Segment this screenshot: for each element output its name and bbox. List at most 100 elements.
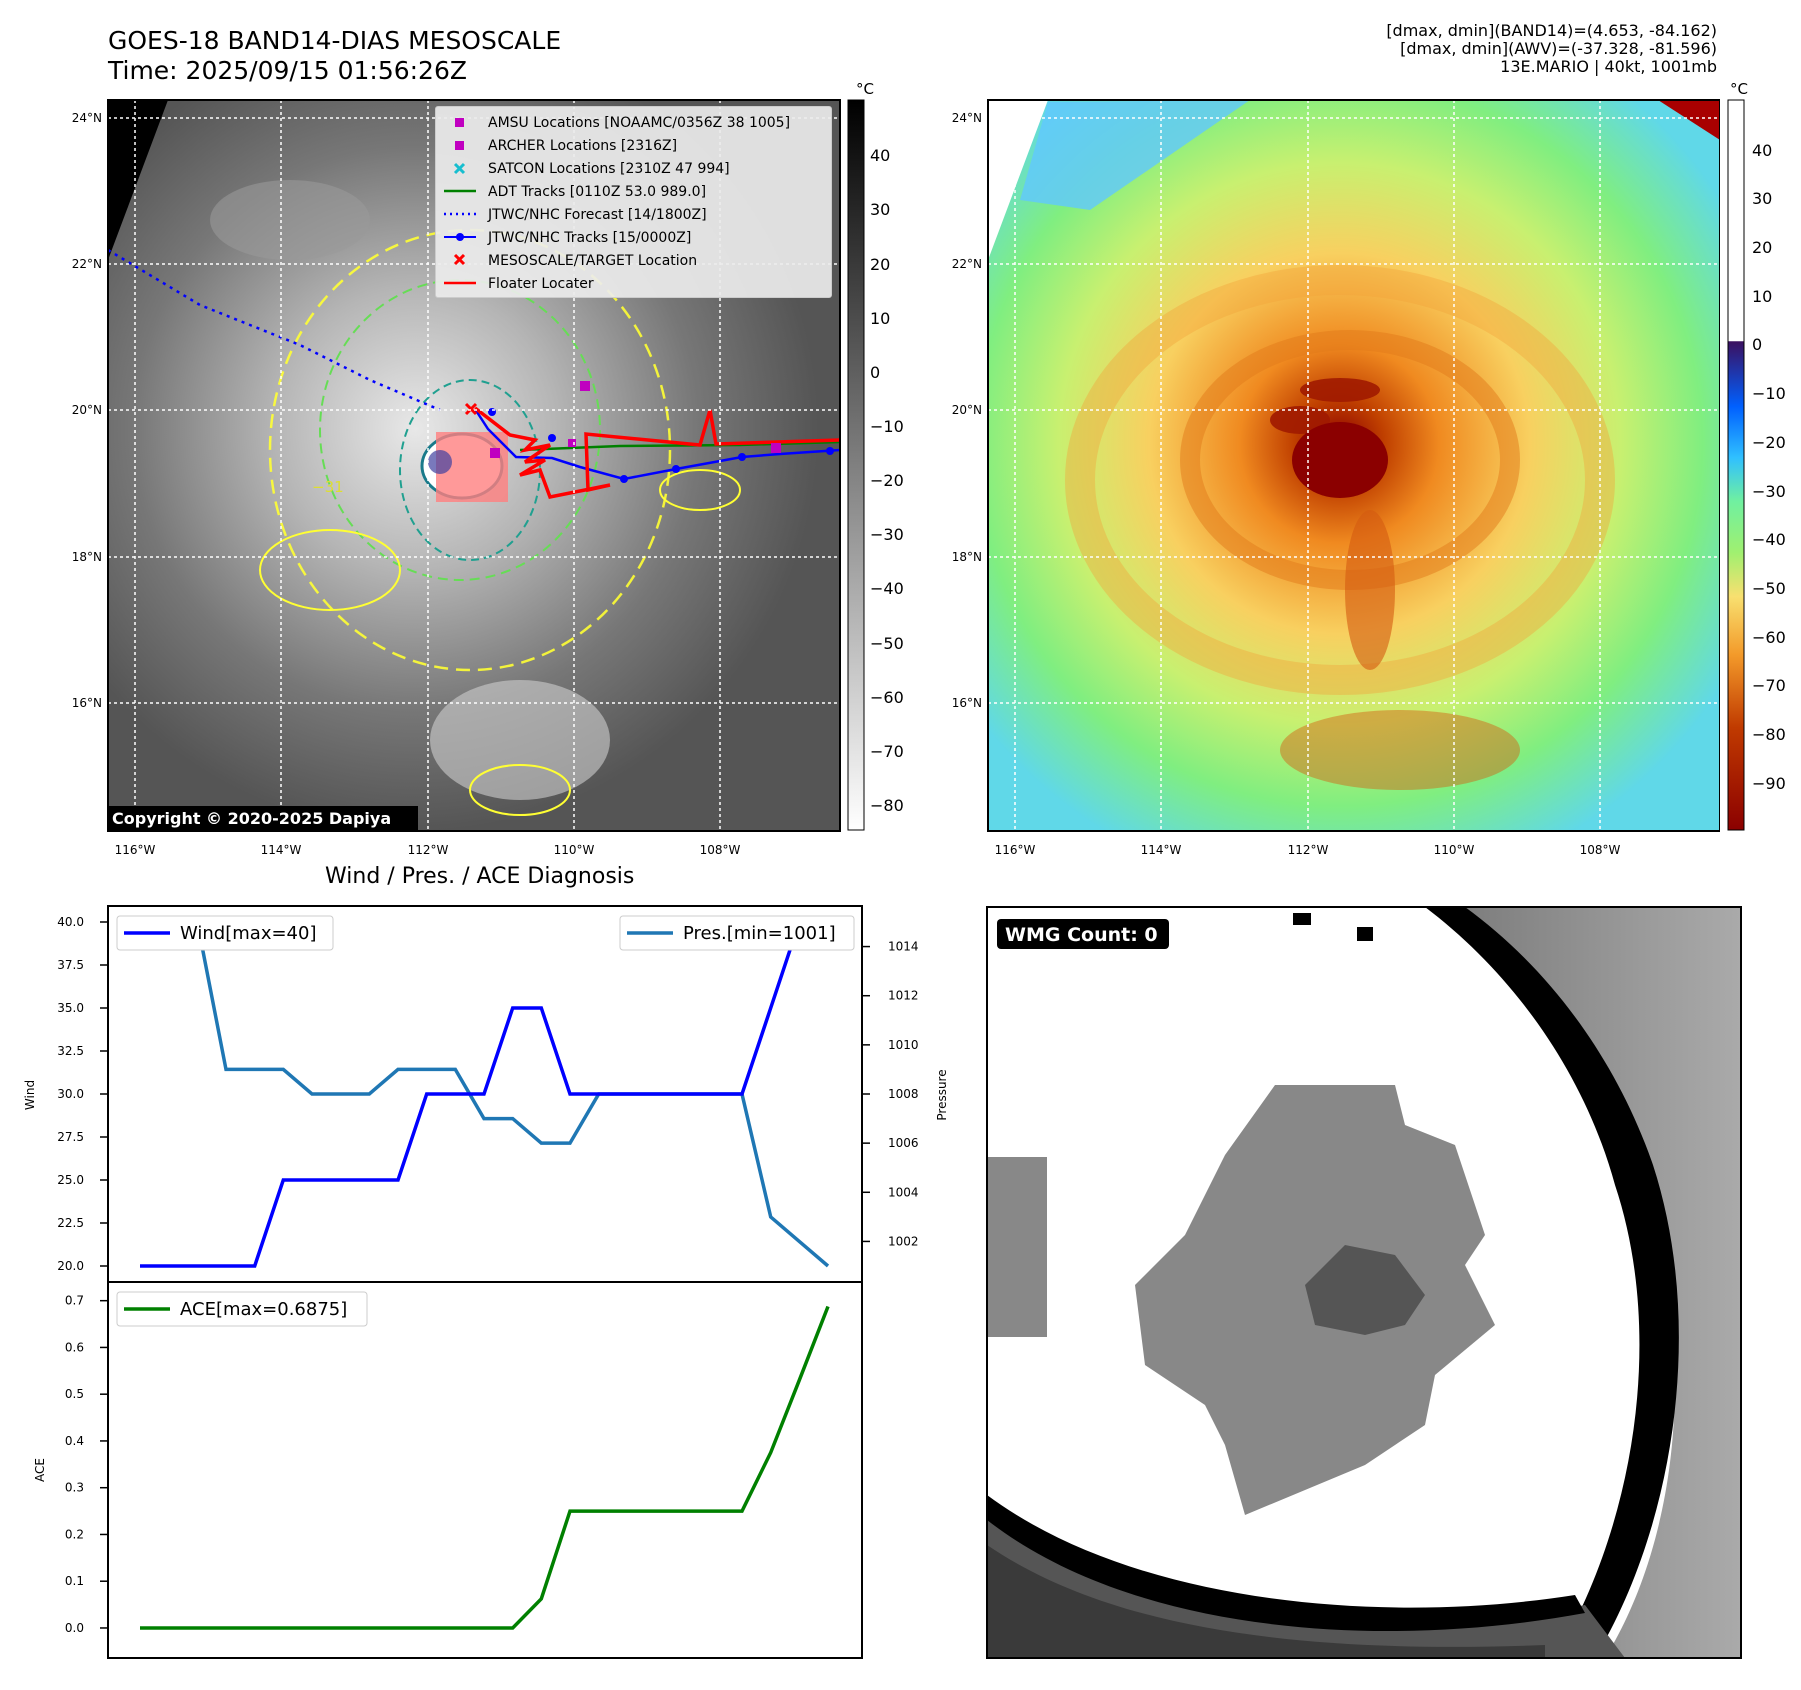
- pressure-tick-label: 1012: [888, 989, 919, 1003]
- legend-label: ARCHER Locations [2316Z]: [488, 138, 677, 154]
- colorbar-tick: −50: [870, 634, 904, 653]
- contour-label: −31: [312, 478, 344, 496]
- colorbar-tick: −10: [870, 417, 904, 436]
- lat-label: 24°N: [72, 111, 102, 125]
- copyright-box: [108, 806, 418, 830]
- wmg-frame: [986, 906, 1742, 1659]
- color-map-frame: [987, 99, 1720, 832]
- title-line-2: Time: 2025/09/15 01:56:26Z: [108, 56, 467, 85]
- wind-legend-label: Wind[max=40]: [180, 923, 317, 944]
- colorbar-tick: −60: [1752, 628, 1786, 647]
- legend-label: JTWC/NHC Tracks [15/0000Z]: [487, 230, 691, 246]
- colorbar-tick: −10: [1752, 384, 1786, 403]
- lon-label: 108°W: [700, 843, 741, 857]
- colorbar-tick: 40: [1752, 141, 1772, 160]
- legend-label: MESOSCALE/TARGET Location: [488, 253, 697, 269]
- colorbar-tick: 40: [870, 146, 890, 165]
- colorbar-tick: 30: [870, 200, 890, 219]
- wind-tick-label: 40.0: [57, 915, 84, 929]
- pressure-tick-label: 1014: [888, 940, 919, 954]
- gray-colorbar-bar: [847, 99, 865, 831]
- colorbar-tick: −50: [1752, 579, 1786, 598]
- info-line-3: 13E.MARIO | 40kt, 1001mb: [1500, 57, 1717, 76]
- colorbar-tick: −20: [870, 471, 904, 490]
- ace-tick-label: 0.7: [65, 1294, 84, 1308]
- wind-axis-label: Wind: [23, 1080, 37, 1110]
- wmg-panel: WMG Count: 0: [986, 906, 1742, 1659]
- pressure-tick-label: 1006: [888, 1136, 919, 1150]
- lat-label: 20°N: [952, 403, 982, 417]
- ace-tick-label: 0.0: [65, 1621, 84, 1635]
- wind-tick-label: 37.5: [57, 958, 84, 972]
- ace-series-line: [140, 1305, 830, 1630]
- wind-tick-label: 25.0: [57, 1173, 84, 1187]
- title-line-1: GOES-18 BAND14-DIAS MESOSCALE: [108, 26, 562, 55]
- diagnosis-chart: Wind Pressure ACE 40.0 37.5 35.0 32.5 30.0 27…: [23, 905, 949, 1659]
- colorbar-tick: 20: [1752, 238, 1772, 257]
- ace-legend-label: ACE[max=0.6875]: [180, 1299, 347, 1320]
- colorbar-tick: 20: [870, 255, 890, 274]
- color-colorbar: °C 40 30 20 10 0 −10 −20 −30 −40 −50 −60…: [1727, 80, 1786, 831]
- colorbar-tick: −60: [870, 688, 904, 707]
- lon-label: 116°W: [995, 843, 1036, 857]
- wind-tick-label: 20.0: [57, 1259, 84, 1273]
- colorbar-tick: −80: [870, 796, 904, 815]
- colorbar-tick: −70: [1752, 676, 1786, 695]
- adt-track: [519, 440, 840, 452]
- diagnosis-title: Wind / Pres. / ACE Diagnosis: [325, 864, 635, 889]
- amsu-marker: [455, 118, 464, 127]
- wind-tick-label: 35.0: [57, 1001, 84, 1015]
- storm-core: [1292, 422, 1388, 498]
- pressure-axis-label: Pressure: [935, 1069, 949, 1120]
- wmg-core-region: [1305, 1245, 1425, 1335]
- ace-tick-label: 0.3: [65, 1481, 84, 1495]
- lon-label: 110°W: [1434, 843, 1475, 857]
- satcon-marker: [453, 162, 466, 175]
- wind-tick-label: 22.5: [57, 1216, 84, 1230]
- floater-locater-track: [473, 406, 840, 500]
- ace-tick-label: 0.2: [65, 1527, 84, 1541]
- ace-tick-label: 0.6: [65, 1340, 84, 1354]
- lat-label: 24°N: [952, 111, 982, 125]
- storm-info: [dmax, dmin](BAND14)=(4.653, -84.162) [d…: [1386, 22, 1717, 76]
- wmg-count-box: [997, 919, 1169, 949]
- color-map-panel: 24°N 22°N 20°N 18°N 16°N 116°W 114°W 112…: [952, 99, 1720, 857]
- ace-legend: [116, 1291, 368, 1327]
- best-track: [473, 408, 840, 481]
- colorbar-tick: −40: [870, 579, 904, 598]
- ir-map-frame: [107, 99, 841, 832]
- pressure-legend-label: Pres.[min=1001]: [683, 923, 836, 944]
- lat-label: 22°N: [952, 257, 982, 271]
- pressure-tick-label: 1002: [888, 1234, 919, 1248]
- map-legend: AMSU Locations [NOAAMC/0356Z 38 1005] AR…: [435, 106, 832, 298]
- wind-tick-label: 30.0: [57, 1087, 84, 1101]
- wind-tick-label: 32.5: [57, 1044, 84, 1058]
- color-colorbar-bar: [1727, 99, 1745, 831]
- info-line-1: [dmax, dmin](BAND14)=(4.653, -84.162): [1386, 21, 1717, 40]
- ace-tick-label: 0.5: [65, 1387, 84, 1401]
- colorbar-tick: 0: [1752, 335, 1762, 354]
- colorbar-tick: −30: [870, 525, 904, 544]
- lat-label: 18°N: [72, 550, 102, 564]
- target-marker: [453, 253, 466, 266]
- wind-tick-label: 27.5: [57, 1130, 84, 1144]
- colorbar-tick: −40: [1752, 530, 1786, 549]
- wind-legend: [116, 915, 334, 951]
- wmg-count-label: WMG Count: 0: [1005, 924, 1158, 946]
- ace-axes: [107, 1281, 863, 1659]
- legend-label: Floater Locater: [488, 276, 594, 292]
- pressure-legend: [619, 915, 855, 951]
- lon-label: 114°W: [1141, 843, 1182, 857]
- legend-label: SATCON Locations [2310Z 47 994]: [488, 161, 730, 177]
- lon-label: 110°W: [554, 843, 595, 857]
- lat-label: 16°N: [72, 696, 102, 710]
- archer-marker: [455, 141, 464, 150]
- colorbar-unit: °C: [856, 80, 874, 98]
- legend-label: JTWC/NHC Forecast [14/1800Z]: [487, 207, 707, 223]
- colorbar-tick: 10: [1752, 287, 1772, 306]
- wind-series-line: [140, 920, 828, 1268]
- colorbar-tick: −20: [1752, 433, 1786, 452]
- colorbar-unit: °C: [1730, 80, 1748, 98]
- colorbar-tick: 0: [870, 363, 880, 382]
- legend-label: ADT Tracks [0110Z 53.0 989.0]: [488, 184, 706, 200]
